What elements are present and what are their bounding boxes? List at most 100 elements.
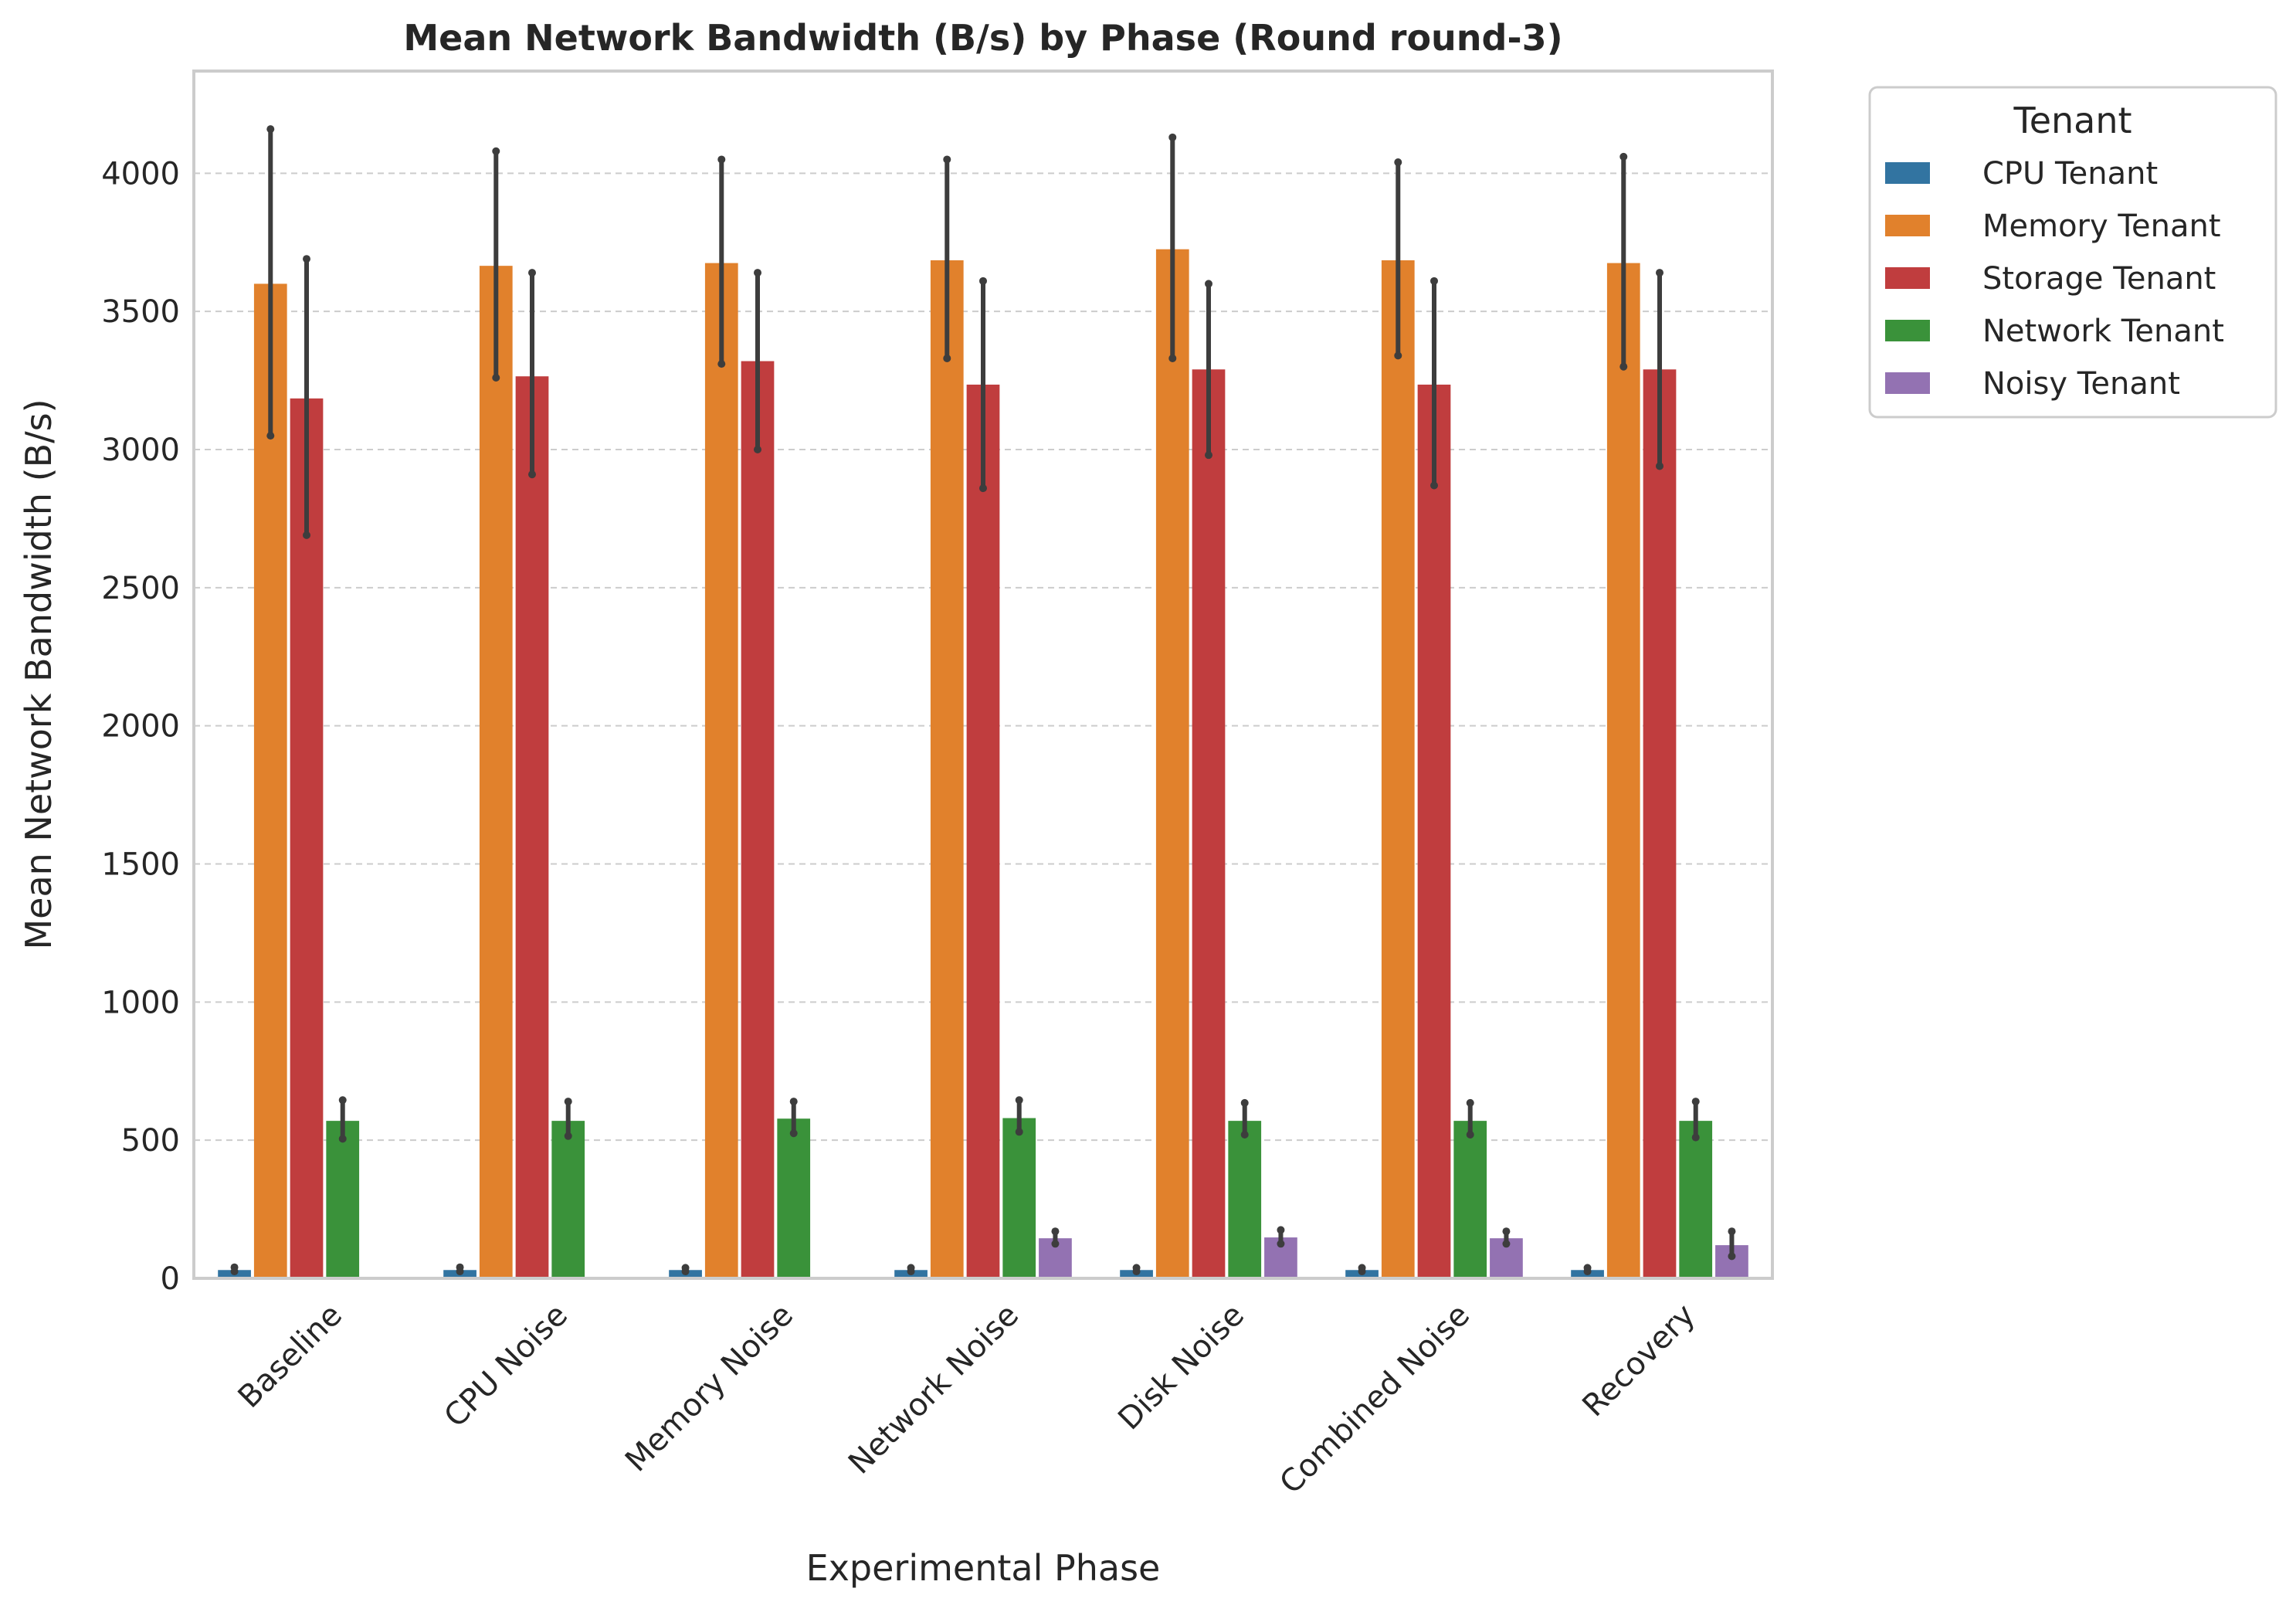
error-cap — [338, 1096, 347, 1105]
y-tick-label: 2500 — [101, 571, 180, 606]
error-cap — [1466, 1131, 1474, 1139]
bar — [479, 266, 513, 1279]
legend: Tenant CPU Tenant Memory Tenant Storage Te… — [1868, 86, 2277, 419]
x-tick-label: CPU Noise — [438, 1298, 575, 1434]
chart-title: Mean Network Bandwidth (B/s) by Phase (R… — [403, 17, 1562, 59]
y-tick-label: 4000 — [101, 156, 180, 192]
bar — [1155, 249, 1189, 1278]
bar — [290, 398, 324, 1278]
legend-entry: Noisy Tenant — [1982, 366, 2180, 402]
legend-swatch — [1885, 162, 1930, 184]
error-cap — [979, 484, 987, 493]
bar — [704, 263, 738, 1279]
error-cap — [1240, 1131, 1249, 1139]
error-cap — [266, 432, 275, 440]
bar — [930, 260, 964, 1279]
y-tick-label: 1500 — [101, 847, 180, 883]
bar — [1417, 384, 1451, 1278]
y-tick-label: 0 — [161, 1261, 180, 1297]
error-cap — [789, 1129, 798, 1138]
legend-title: Tenant — [2013, 100, 2132, 141]
legend-entry: CPU Tenant — [1982, 156, 2158, 192]
error-cap — [456, 1268, 464, 1276]
x-tick-label: Baseline — [232, 1298, 349, 1415]
y-tick-labels: 0 500 1000 1500 2000 2500 3000 3500 4000 — [101, 156, 180, 1297]
bar — [1679, 1121, 1713, 1278]
error-cap — [303, 531, 310, 539]
x-tick-label: Recovery — [1575, 1298, 1702, 1424]
legend-swatch — [1885, 267, 1930, 289]
error-cap — [1691, 1098, 1700, 1106]
bar — [253, 283, 287, 1279]
error-cap — [1502, 1240, 1511, 1248]
error-cap — [1466, 1098, 1474, 1107]
error-cap — [1728, 1252, 1736, 1261]
error-cap — [528, 269, 536, 277]
legend-swatch — [1885, 320, 1930, 341]
bar — [1453, 1121, 1487, 1278]
legend-items: CPU Tenant Memory Tenant Storage Tenant Net… — [1885, 156, 2224, 402]
legend-box — [1868, 86, 2277, 419]
error-cap — [1656, 462, 1663, 470]
error-cap — [1205, 451, 1212, 460]
error-cap — [681, 1268, 690, 1276]
plot-frame — [192, 70, 1774, 1280]
error-cap — [907, 1268, 915, 1276]
error-cap — [1277, 1226, 1285, 1234]
bar — [741, 361, 775, 1278]
error-cap — [1015, 1096, 1023, 1105]
error-cap — [1051, 1227, 1060, 1236]
error-cap — [528, 470, 536, 479]
error-cap — [1015, 1128, 1023, 1136]
bar — [1002, 1118, 1036, 1278]
bars — [218, 249, 1748, 1279]
bar — [1192, 369, 1226, 1278]
error-bars — [230, 125, 1736, 1276]
error-cap — [1358, 1268, 1366, 1276]
bar — [966, 384, 1000, 1278]
error-cap — [1277, 1240, 1285, 1248]
error-cap — [1168, 354, 1177, 362]
error-cap — [754, 269, 761, 277]
error-cap — [1394, 158, 1402, 167]
x-axis-label: Experimental Phase — [806, 1547, 1161, 1589]
error-cap — [492, 147, 500, 155]
bar — [515, 376, 549, 1278]
error-cap — [1132, 1268, 1141, 1276]
y-axis-label: Mean Network Bandwidth (B/s) — [18, 399, 59, 949]
legend-swatch — [1885, 215, 1930, 236]
error-cap — [943, 354, 951, 362]
y-tick-label: 2000 — [101, 709, 180, 745]
error-cap — [1051, 1240, 1060, 1248]
error-cap — [1394, 351, 1402, 360]
error-cap — [492, 374, 500, 382]
x-tick-labels: Baseline CPU Noise Memory Noise Network Noi… — [232, 1298, 1702, 1502]
error-cap — [1619, 362, 1628, 371]
error-cap — [754, 446, 761, 454]
error-cap — [338, 1135, 347, 1143]
legend-entry: Storage Tenant — [1982, 261, 2216, 297]
y-tick-label: 500 — [121, 1123, 180, 1159]
bar — [1381, 260, 1415, 1279]
x-tick-label: Disk Noise — [1111, 1298, 1251, 1437]
error-cap — [564, 1098, 572, 1106]
legend-entry: Network Tenant — [1982, 314, 2224, 349]
error-cap — [1430, 481, 1438, 490]
y-tick-label: 3500 — [101, 294, 180, 330]
error-cap — [564, 1132, 572, 1140]
error-cap — [1619, 152, 1628, 161]
error-cap — [1583, 1268, 1592, 1276]
x-tick-label: Memory Noise — [619, 1298, 800, 1479]
bar — [1606, 263, 1640, 1279]
y-tick-label: 3000 — [101, 433, 180, 468]
bar — [1643, 369, 1677, 1278]
bar — [551, 1121, 585, 1278]
legend-entry: Memory Tenant — [1982, 209, 2221, 244]
error-cap — [1656, 269, 1663, 277]
legend-swatch — [1885, 372, 1930, 394]
error-cap — [1728, 1227, 1736, 1236]
error-cap — [717, 360, 726, 368]
bar — [1228, 1121, 1262, 1278]
error-cap — [717, 155, 726, 164]
